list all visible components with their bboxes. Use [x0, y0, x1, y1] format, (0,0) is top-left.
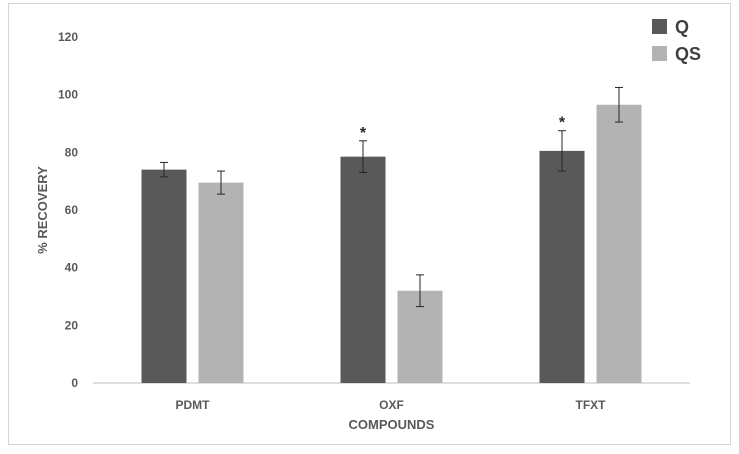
- y-axis: 0 20 40 60 80 100 120: [58, 30, 78, 390]
- y-tick-label: 80: [65, 145, 79, 159]
- legend: Q QS: [652, 17, 701, 64]
- legend-label-q: Q: [675, 17, 689, 37]
- significance-asterisk: *: [360, 125, 367, 142]
- y-tick-label: 120: [58, 30, 78, 44]
- y-axis-title: % RECOVERY: [35, 166, 50, 254]
- x-tick-label: TFXT: [576, 398, 607, 412]
- legend-swatch-q: [652, 19, 667, 34]
- x-tick-label: PDMT: [176, 398, 211, 412]
- x-axis: PDMT OXF TFXT: [93, 382, 690, 412]
- bar-series: [141, 104, 642, 383]
- x-axis-title: COMPOUNDS: [349, 417, 435, 432]
- y-tick-label: 20: [65, 318, 79, 332]
- legend-swatch-qs: [652, 46, 667, 61]
- bar-q-tfxt: [539, 150, 585, 383]
- x-tick-label: OXF: [379, 398, 404, 412]
- significance-asterisk: *: [559, 115, 566, 132]
- y-tick-label: 100: [58, 88, 78, 102]
- y-tick-label: 0: [71, 376, 78, 390]
- y-tick-label: 40: [65, 261, 79, 275]
- bar-q-oxf: [340, 156, 386, 383]
- error-bars: [160, 86, 623, 308]
- significance-annotations: **: [360, 115, 566, 142]
- bar-q-pdmt: [141, 169, 187, 383]
- bar-qs-pdmt: [198, 182, 244, 383]
- legend-label-qs: QS: [675, 44, 701, 64]
- y-tick-label: 60: [65, 203, 79, 217]
- bar-qs-tfxt: [596, 104, 642, 383]
